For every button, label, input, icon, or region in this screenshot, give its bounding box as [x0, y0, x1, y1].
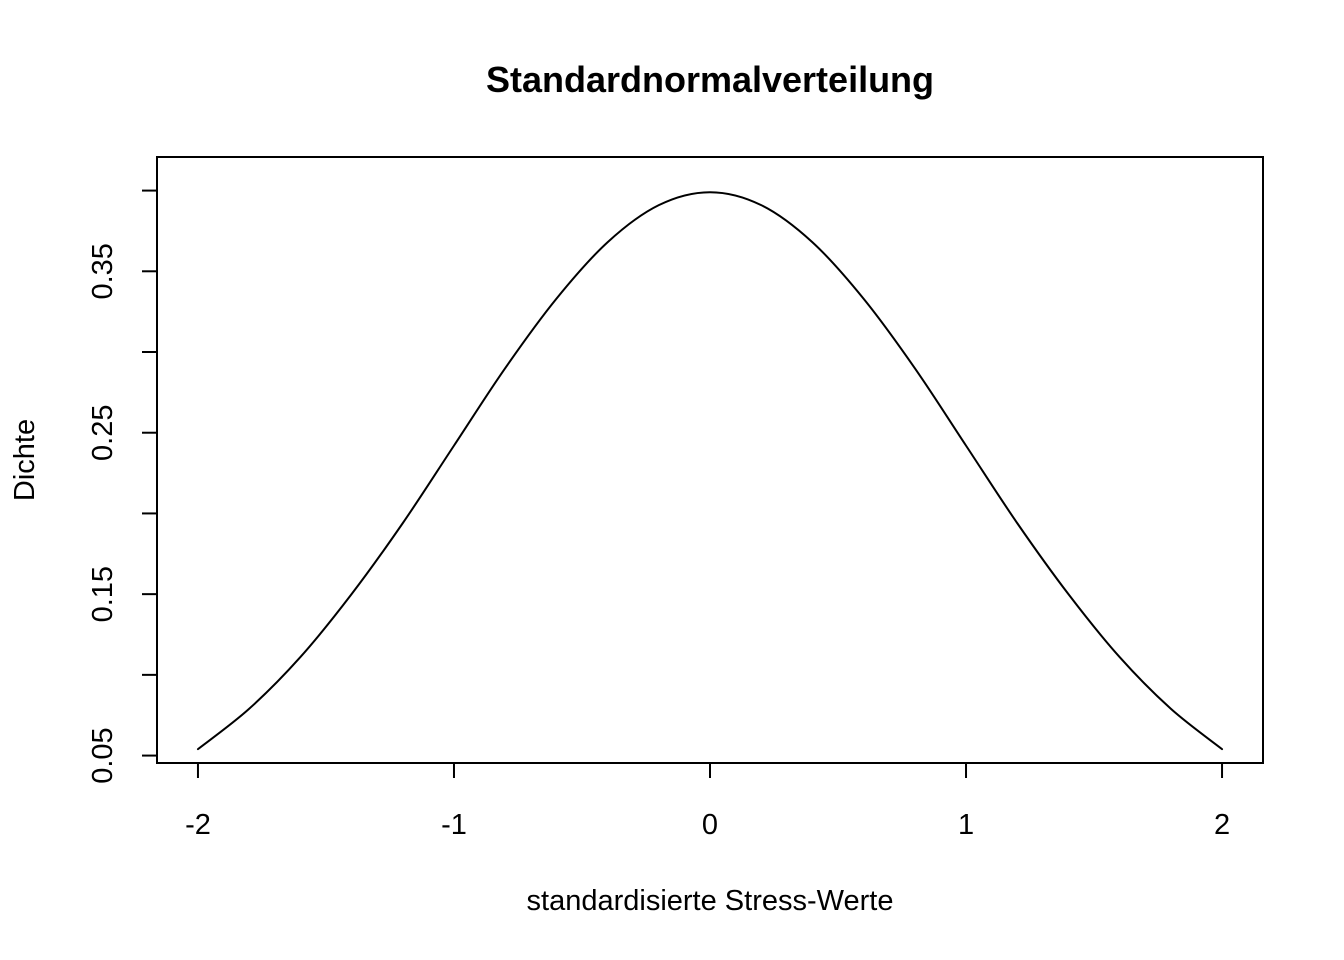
y-tick-label: 0.35 — [87, 243, 119, 299]
y-axis: 0.05 0.15 0.25 0.35 — [87, 189, 158, 784]
x-tick-label: 1 — [958, 809, 974, 841]
x-axis: -2 -1 0 1 2 — [185, 762, 1230, 841]
x-axis-label: standardisierte Stress-Werte — [527, 885, 894, 917]
series-layer — [196, 191, 1224, 751]
y-axis-label: Dichte — [9, 419, 41, 501]
x-tick-label: -1 — [441, 809, 467, 841]
y-tick-label: 0.05 — [87, 727, 119, 783]
x-tick-label: 0 — [702, 809, 718, 841]
y-tick-label: 0.25 — [87, 404, 119, 460]
plot-area-frame — [156, 156, 1264, 764]
x-tick-label: 2 — [1214, 809, 1230, 841]
x-tick-label: -2 — [185, 809, 211, 841]
density-curve — [196, 191, 1224, 751]
chart-title: Standardnormalverteilung — [486, 59, 934, 100]
y-tick-label: 0.15 — [87, 566, 119, 622]
